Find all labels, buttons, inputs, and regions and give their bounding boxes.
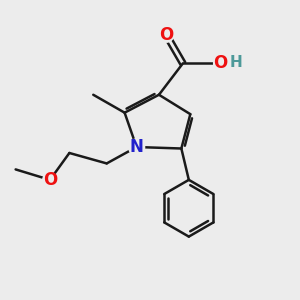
Text: N: N <box>130 138 143 156</box>
Circle shape <box>214 57 227 70</box>
Text: H: H <box>229 55 242 70</box>
Circle shape <box>128 139 145 155</box>
Text: O: O <box>43 171 57 189</box>
Text: O: O <box>213 54 227 72</box>
Circle shape <box>43 173 57 187</box>
Text: O: O <box>159 26 173 44</box>
Circle shape <box>159 28 174 42</box>
